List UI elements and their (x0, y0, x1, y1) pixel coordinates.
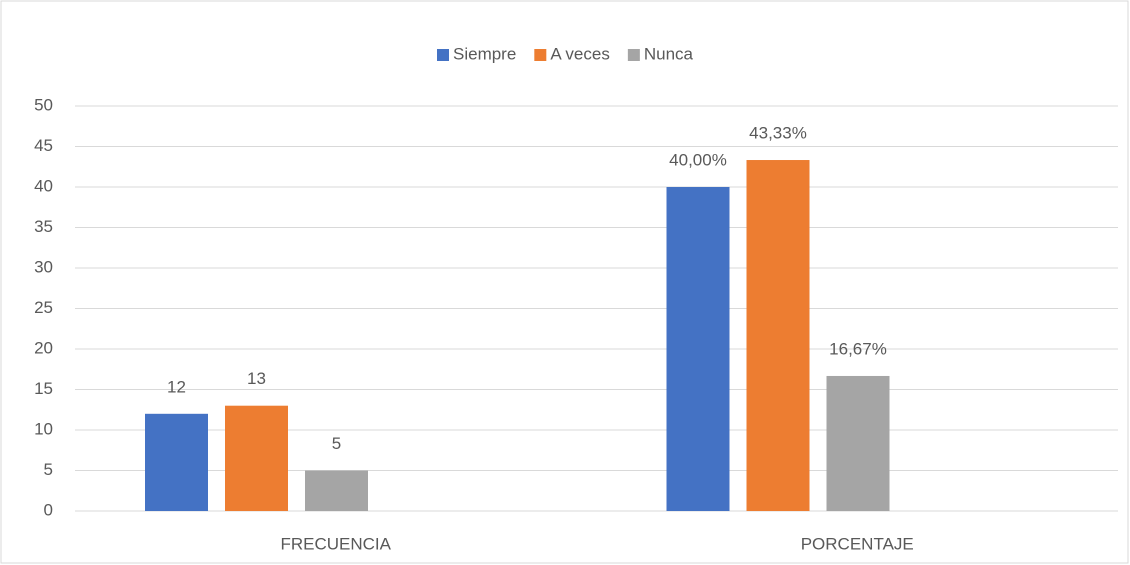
bar (305, 470, 368, 511)
legend-swatch (437, 49, 449, 61)
data-label: 16,67% (829, 339, 887, 358)
y-tick-label: 30 (34, 257, 53, 276)
legend-swatch (627, 49, 640, 61)
data-label: 43,33% (749, 124, 807, 143)
y-tick-label: 40 (34, 176, 53, 195)
data-label: 12 (167, 377, 186, 396)
data-label: 5 (332, 434, 341, 453)
y-tick-label: 15 (34, 379, 53, 398)
bar (746, 160, 810, 512)
legend-label: Nunca (644, 44, 694, 63)
y-tick-label: 20 (34, 338, 53, 357)
legend-label: A veces (550, 44, 610, 63)
y-tick-label: 0 (44, 500, 53, 519)
legend-label: Siempre (453, 44, 516, 63)
y-tick-label: 10 (34, 419, 53, 438)
legend-swatch (534, 49, 547, 61)
x-tick-label: PORCENTAJE (801, 534, 914, 553)
y-tick-label: 35 (34, 217, 53, 236)
bar (826, 375, 890, 511)
bar (145, 413, 208, 511)
y-tick-label: 5 (44, 460, 53, 479)
x-tick-label: FRECUENCIA (280, 534, 391, 553)
y-tick-label: 50 (34, 95, 53, 114)
bar (225, 405, 288, 511)
bar (666, 187, 730, 511)
y-tick-label: 25 (34, 298, 53, 317)
data-label: 40,00% (669, 150, 727, 169)
data-label: 13 (247, 369, 266, 388)
y-tick-label: 45 (34, 136, 53, 155)
